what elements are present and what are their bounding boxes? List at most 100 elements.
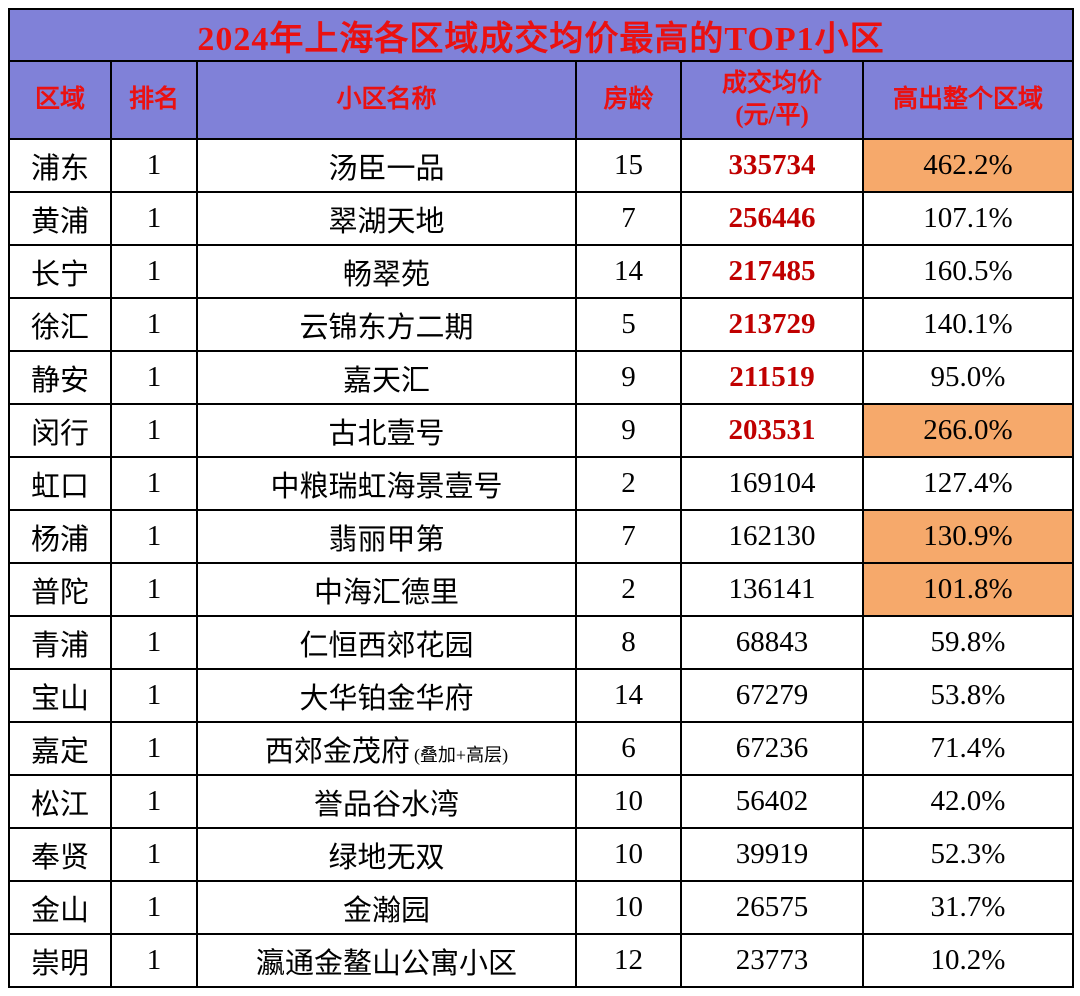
community-name-cell: 中海汇德里 — [196, 562, 577, 617]
column-header-row: 区域 排名 小区名称 房龄 成交均价 (元/平) 高出整个区域 — [8, 60, 1074, 140]
community-name-cell: 古北壹号 — [196, 403, 577, 458]
district-cell: 浦东 — [8, 138, 112, 193]
premium-over-district-cell: 95.0% — [862, 350, 1074, 405]
district-cell: 虹口 — [8, 456, 112, 511]
column-header-0: 区域 — [8, 60, 112, 140]
community-name: 西郊金茂府 — [264, 735, 410, 768]
table-row: 奉贤 1 绿地无双 10 39919 52.3% — [8, 827, 1074, 882]
avg-price-cell: 67279 — [680, 668, 864, 723]
community-name: 嘉天汇 — [342, 364, 430, 397]
community-name: 金瀚园 — [342, 894, 430, 927]
avg-price-cell: 23773 — [680, 933, 864, 988]
community-name: 汤臣一品 — [328, 152, 445, 185]
house-age-cell: 6 — [575, 721, 682, 776]
table-row: 杨浦 1 翡丽甲第 7 162130 130.9% — [8, 509, 1074, 564]
rank-cell: 1 — [110, 880, 198, 935]
district-cell: 徐汇 — [8, 297, 112, 352]
house-age-cell: 10 — [575, 880, 682, 935]
rank-cell: 1 — [110, 721, 198, 776]
rank-cell: 1 — [110, 562, 198, 617]
community-name: 畅翠苑 — [342, 258, 430, 291]
avg-price-cell: 56402 — [680, 774, 864, 829]
title-row: 2024年上海各区域成交均价最高的TOP1小区 — [8, 8, 1074, 62]
column-header-2: 小区名称 — [196, 60, 577, 140]
community-name: 云锦东方二期 — [299, 311, 474, 344]
avg-price-cell: 68843 — [680, 615, 864, 670]
table-row: 长宁 1 畅翠苑 14 217485 160.5% — [8, 244, 1074, 299]
table-row: 金山 1 金瀚园 10 26575 31.7% — [8, 880, 1074, 935]
table-body: 浦东 1 汤臣一品 15 335734 462.2% 黄浦 1 翠湖天地 7 256446 107.1… — [8, 138, 1074, 988]
community-name: 中粮瑞虹海景壹号 — [270, 470, 503, 503]
avg-price-cell: 162130 — [680, 509, 864, 564]
premium-over-district-cell: 31.7% — [862, 880, 1074, 935]
avg-price-cell: 136141 — [680, 562, 864, 617]
rank-cell: 1 — [110, 191, 198, 246]
premium-over-district-cell: 59.8% — [862, 615, 1074, 670]
community-name: 瀛通金鳌山公寓小区 — [255, 947, 517, 980]
rank-cell: 1 — [110, 774, 198, 829]
avg-price-cell: 217485 — [680, 244, 864, 299]
community-name-cell: 翠湖天地 — [196, 191, 577, 246]
avg-price-cell: 335734 — [680, 138, 864, 193]
community-name: 翠湖天地 — [328, 205, 445, 238]
house-age-cell: 2 — [575, 562, 682, 617]
district-cell: 黄浦 — [8, 191, 112, 246]
rank-cell: 1 — [110, 668, 198, 723]
table-row: 普陀 1 中海汇德里 2 136141 101.8% — [8, 562, 1074, 617]
premium-over-district-cell: 266.0% — [862, 403, 1074, 458]
table-row: 嘉定 1 西郊金茂府 (叠加+高层) 6 67236 71.4% — [8, 721, 1074, 776]
premium-over-district-cell: 107.1% — [862, 191, 1074, 246]
avg-price-cell: 213729 — [680, 297, 864, 352]
rank-cell: 1 — [110, 138, 198, 193]
community-name-cell: 西郊金茂府 (叠加+高层) — [196, 721, 577, 776]
district-cell: 杨浦 — [8, 509, 112, 564]
column-header-5: 高出整个区域 — [862, 60, 1074, 140]
table-row: 青浦 1 仁恒西郊花园 8 68843 59.8% — [8, 615, 1074, 670]
premium-over-district-cell: 130.9% — [862, 509, 1074, 564]
community-name-cell: 中粮瑞虹海景壹号 — [196, 456, 577, 511]
premium-over-district-cell: 462.2% — [862, 138, 1074, 193]
house-age-cell: 7 — [575, 191, 682, 246]
district-cell: 长宁 — [8, 244, 112, 299]
district-cell: 普陀 — [8, 562, 112, 617]
premium-over-district-cell: 10.2% — [862, 933, 1074, 988]
table-row: 浦东 1 汤臣一品 15 335734 462.2% — [8, 138, 1074, 193]
community-name-cell: 云锦东方二期 — [196, 297, 577, 352]
avg-price-cell: 256446 — [680, 191, 864, 246]
table-row: 闵行 1 古北壹号 9 203531 266.0% — [8, 403, 1074, 458]
community-name-note: (叠加+高层) — [413, 744, 509, 765]
district-cell: 金山 — [8, 880, 112, 935]
rank-cell: 1 — [110, 297, 198, 352]
house-age-cell: 7 — [575, 509, 682, 564]
district-cell: 闵行 — [8, 403, 112, 458]
community-name: 大华铂金华府 — [299, 682, 474, 715]
rank-cell: 1 — [110, 615, 198, 670]
community-name-cell: 金瀚园 — [196, 880, 577, 935]
table-row: 黄浦 1 翠湖天地 7 256446 107.1% — [8, 191, 1074, 246]
district-cell: 松江 — [8, 774, 112, 829]
house-age-cell: 5 — [575, 297, 682, 352]
table-row: 宝山 1 大华铂金华府 14 67279 53.8% — [8, 668, 1074, 723]
rank-cell: 1 — [110, 403, 198, 458]
rank-cell: 1 — [110, 827, 198, 882]
premium-over-district-cell: 140.1% — [862, 297, 1074, 352]
table-row: 虹口 1 中粮瑞虹海景壹号 2 169104 127.4% — [8, 456, 1074, 511]
table-row: 崇明 1 瀛通金鳌山公寓小区 12 23773 10.2% — [8, 933, 1074, 988]
house-age-cell: 10 — [575, 774, 682, 829]
district-cell: 嘉定 — [8, 721, 112, 776]
community-name-cell: 仁恒西郊花园 — [196, 615, 577, 670]
column-header-1: 排名 — [110, 60, 198, 140]
premium-over-district-cell: 101.8% — [862, 562, 1074, 617]
community-name: 中海汇德里 — [313, 576, 459, 609]
district-cell: 宝山 — [8, 668, 112, 723]
premium-over-district-cell: 53.8% — [862, 668, 1074, 723]
community-name: 古北壹号 — [328, 417, 445, 450]
district-cell: 静安 — [8, 350, 112, 405]
community-name-cell: 誉品谷水湾 — [196, 774, 577, 829]
avg-price-cell: 67236 — [680, 721, 864, 776]
district-cell: 青浦 — [8, 615, 112, 670]
table-row: 松江 1 誉品谷水湾 10 56402 42.0% — [8, 774, 1074, 829]
community-name-cell: 翡丽甲第 — [196, 509, 577, 564]
avg-price-cell: 169104 — [680, 456, 864, 511]
